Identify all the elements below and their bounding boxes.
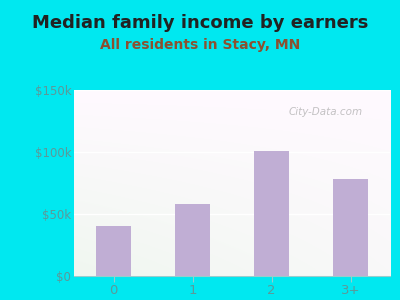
- Bar: [254, 151, 289, 276]
- Bar: [333, 179, 368, 276]
- Text: City-Data.com: City-Data.com: [289, 107, 363, 117]
- Bar: [175, 204, 210, 276]
- Bar: [96, 226, 131, 276]
- Text: Median family income by earners: Median family income by earners: [32, 14, 368, 32]
- Text: All residents in Stacy, MN: All residents in Stacy, MN: [100, 38, 300, 52]
